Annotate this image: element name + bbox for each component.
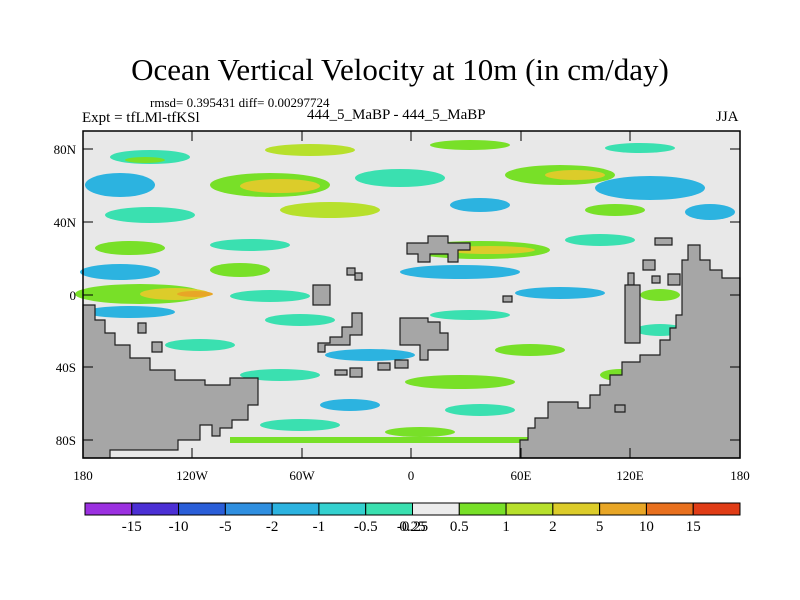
lat-label-40s: 40S <box>56 360 76 375</box>
colorbar-label: 2 <box>549 519 557 535</box>
colorbar-swatch <box>224 502 273 516</box>
lon-label-0: 0 <box>408 468 415 483</box>
colorbar-label: -1 <box>313 519 326 535</box>
lat-label-80n: 80N <box>54 142 77 157</box>
colorbar-label: -10 <box>169 519 189 535</box>
colorbar-swatch <box>178 502 226 516</box>
experiment-label: Expt = tfLMl-tfKSl <box>82 110 200 126</box>
lat-label-80s: 80S <box>56 433 76 448</box>
colorbar-swatch <box>505 502 554 516</box>
season-label: JJA <box>716 109 739 125</box>
lon-label-120w: 120W <box>176 468 209 483</box>
colorbar-swatch <box>552 502 601 516</box>
colorbar-label: 0.25 <box>399 519 425 535</box>
land-masses <box>82 235 741 459</box>
difference-label: 444_5_MaBP - 444_5_MaBP <box>307 107 486 123</box>
colorbar-swatch <box>599 502 647 516</box>
stats-label: rmsd= 0.395431 diff= 0.00297724 <box>150 95 330 110</box>
colorbar-swatch <box>318 502 367 516</box>
colorbar-swatch <box>458 502 507 516</box>
colorbar-swatch <box>271 502 320 516</box>
colorbar-label: 15 <box>686 519 701 535</box>
colorbar-label: -0.5 <box>354 519 378 535</box>
colorbar-labels: -15 -10 -5 -2 -1 -0.5 -0.250.25 0.5 1 2 5 10 15 <box>122 519 701 535</box>
colorbar-label: -2 <box>266 519 279 535</box>
colorbar-swatch <box>412 502 460 516</box>
colorbar-label: -0.25 <box>397 519 428 535</box>
colorbar-label: 0.5 <box>450 519 469 535</box>
lon-label-60e: 60E <box>511 468 532 483</box>
colorbar-swatch <box>365 502 414 516</box>
colorbar-label: 1 <box>502 519 510 535</box>
lat-label-40n: 40N <box>54 215 77 230</box>
lon-label-120e: 120E <box>616 468 644 483</box>
lat-ticks <box>83 148 740 441</box>
lat-label-0: 0 <box>70 288 77 303</box>
colorbar-label: -15 <box>122 519 142 535</box>
colorbar-swatch <box>131 502 180 516</box>
colorbar-label: -5 <box>219 519 232 535</box>
colorbar-swatch <box>84 502 133 516</box>
colorbar-label: 10 <box>639 519 654 535</box>
lon-label-180w: 180 <box>73 468 93 483</box>
plot-title: Ocean Vertical Velocity at 10m (in cm/da… <box>131 52 669 87</box>
lon-ticks <box>82 131 741 458</box>
lon-labels: 180 120W 60W 0 60E 120E 180 <box>73 468 750 483</box>
lat-labels: 80N 40N 0 40S 80S <box>54 142 77 448</box>
colorbar-label: 5 <box>596 519 604 535</box>
colorbar <box>84 502 741 516</box>
lon-label-60w: 60W <box>289 468 315 483</box>
colorbar-swatch <box>645 502 694 516</box>
colorbar-swatch <box>692 502 741 516</box>
lon-label-180e: 180 <box>730 468 750 483</box>
